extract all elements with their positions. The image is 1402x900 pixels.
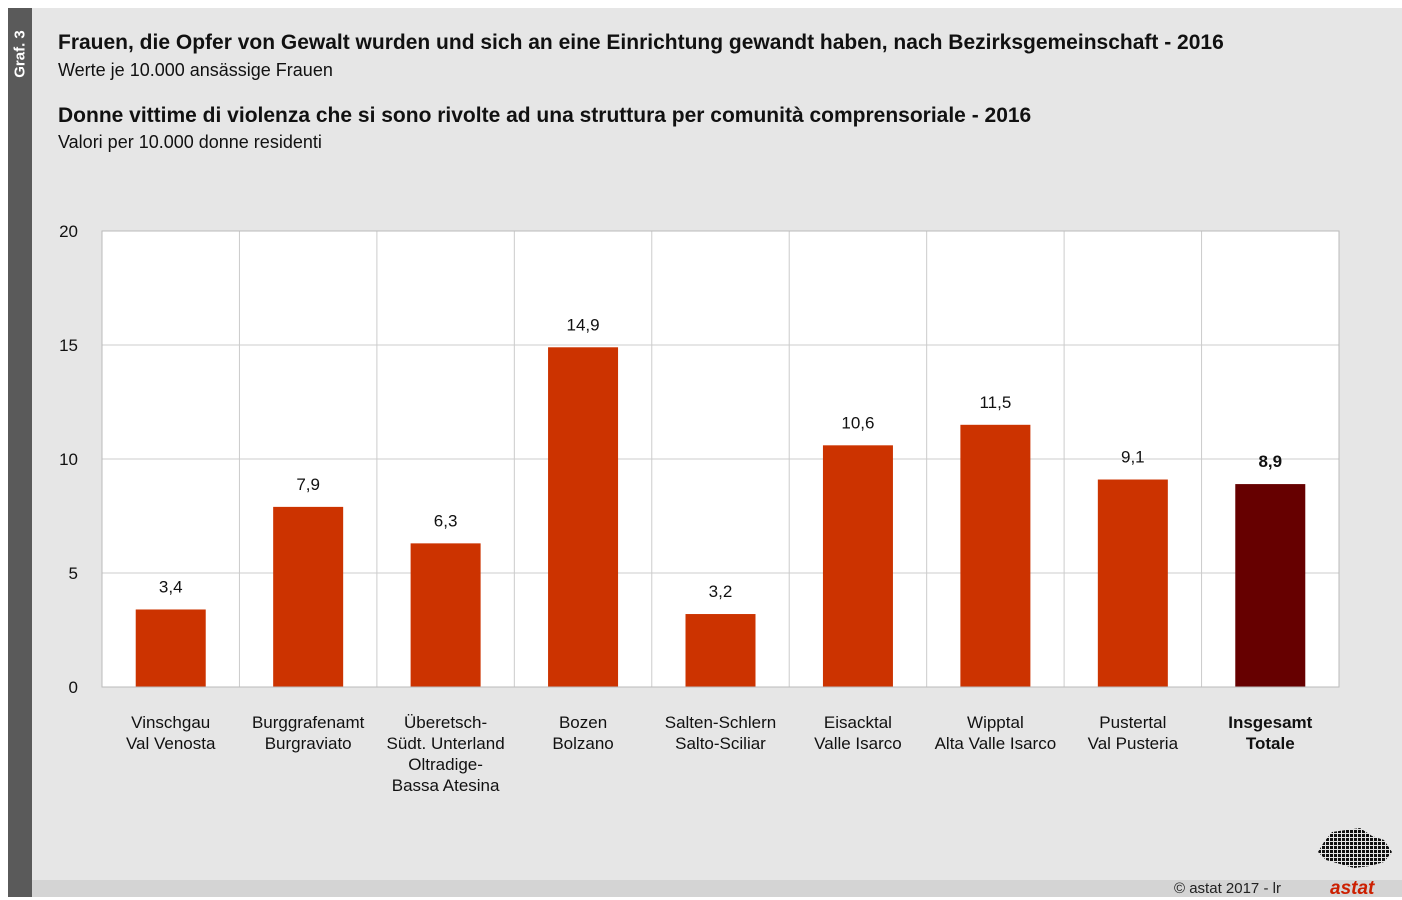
x-tick-label-line: Valle Isarco [814, 734, 902, 753]
x-tick-label-line: Vinschgau [131, 713, 210, 732]
x-tick-label: Überetsch- Südt. Unterland Oltradige- Bassa… [387, 713, 505, 795]
x-tick-label-line: Bolzano [552, 734, 613, 753]
data-label: 3,4 [159, 577, 183, 596]
subtitle-italian: Valori per 10.000 donne residenti [58, 132, 322, 152]
y-tick-label: 15 [59, 336, 78, 355]
data-label: 8,9 [1258, 452, 1282, 471]
x-tick-label: Wipptal Alta Valle Isarco [935, 713, 1057, 753]
data-label: 9,1 [1121, 448, 1145, 467]
logo-text: astat [1330, 878, 1375, 899]
bar [1097, 479, 1168, 687]
astat-logo-icon [1318, 828, 1392, 868]
x-tick-label-line: Überetsch- [404, 713, 487, 732]
data-label: 11,5 [979, 393, 1011, 412]
x-tick-label-line: Val Pusteria [1088, 734, 1179, 753]
bar [822, 445, 893, 687]
x-tick-label-line: Oltradige- [408, 755, 483, 774]
subtitle-german: Werte je 10.000 ansässige Frauen [58, 60, 333, 80]
x-tick-label-line: Südt. Unterland [387, 734, 505, 753]
y-tick-label: 0 [69, 678, 78, 697]
x-tick-label-line: Totale [1246, 734, 1295, 753]
x-tick-label: Vinschgau Val Venosta [126, 713, 216, 753]
footer-strip [32, 880, 1402, 897]
x-tick-label-line: Eisacktal [824, 713, 892, 732]
x-tick-label: Burggrafenamt Burgraviato [252, 713, 365, 753]
bar [135, 609, 206, 687]
x-tick-label-line: Val Venosta [126, 734, 216, 753]
bar [685, 614, 756, 687]
x-tick-label: Bozen Bolzano [552, 713, 613, 753]
data-label: 14,9 [567, 315, 600, 334]
data-label: 10,6 [841, 413, 874, 432]
x-tick-label-line: Burgraviato [265, 734, 352, 753]
bar [548, 347, 619, 687]
x-tick-label-line: Salto-Sciliar [675, 734, 766, 753]
x-tick-label: Salten-Schlern Salto-Sciliar [665, 713, 777, 753]
x-tick-label-line: Insgesamt [1228, 713, 1312, 732]
y-tick-label: 5 [69, 564, 78, 583]
title-german: Frauen, die Opfer von Gewalt wurden und … [58, 31, 1224, 54]
title-italian: Donne vittime di violenza che si sono ri… [58, 104, 1032, 127]
data-label: 6,3 [434, 511, 458, 530]
copyright-text: © astat 2017 - lr [1174, 880, 1281, 897]
x-tick-label: Eisacktal Valle Isarco [814, 713, 902, 753]
data-label: 3,2 [709, 582, 733, 601]
data-label: 7,9 [296, 475, 320, 494]
x-tick-label-line: Wipptal [967, 713, 1024, 732]
x-tick-label-line: Bozen [559, 713, 607, 732]
sidebar-strip [8, 8, 32, 897]
x-tick-label-line: Alta Valle Isarco [935, 734, 1057, 753]
y-tick-label: 10 [59, 450, 78, 469]
x-tick-label-line: Bassa Atesina [392, 776, 500, 795]
bar [410, 543, 481, 687]
plot-border [101, 230, 1340, 688]
x-tick-label-line: Burggrafenamt [252, 713, 365, 732]
x-tick-label: Insgesamt Totale [1228, 713, 1312, 753]
x-tick-label-line: Salten-Schlern [665, 713, 777, 732]
bar [1235, 484, 1306, 687]
bar [960, 424, 1031, 687]
x-tick-label-line: Pustertal [1099, 713, 1166, 732]
y-tick-label: 20 [59, 222, 78, 241]
x-tick-label: Pustertal Val Pusteria [1088, 713, 1179, 753]
bar [273, 506, 344, 687]
